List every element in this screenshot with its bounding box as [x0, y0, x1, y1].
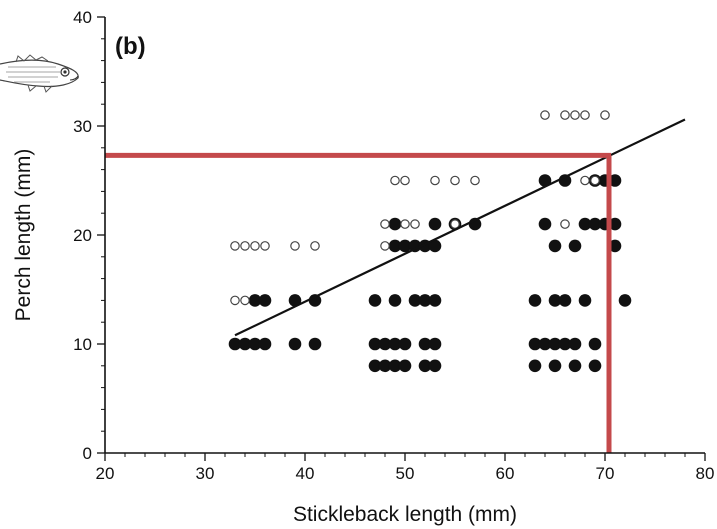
filled-data-point	[378, 337, 392, 351]
open-data-point	[450, 175, 460, 186]
filled-data-point	[288, 337, 302, 351]
x-tick-label: 20	[96, 464, 115, 483]
filled-data-point	[248, 337, 262, 351]
x-tick-label: 70	[596, 464, 615, 483]
filled-data-point	[418, 359, 432, 373]
open-data-point	[390, 175, 400, 186]
x-tick-label: 30	[196, 464, 215, 483]
open-data-point	[470, 175, 480, 186]
filled-data-point	[258, 337, 272, 351]
open-data-point	[310, 241, 320, 251]
filled-data-point	[588, 359, 602, 373]
open-data-point	[240, 241, 250, 251]
open-data-point	[400, 219, 410, 229]
filled-data-point	[378, 359, 392, 373]
filled-data-point	[608, 174, 622, 187]
open-data-point	[400, 175, 410, 186]
filled-data-point	[428, 359, 442, 373]
filled-data-point	[368, 359, 382, 373]
filled-data-point	[568, 337, 582, 351]
filled-data-point	[588, 217, 602, 231]
filled-data-point	[408, 239, 422, 253]
open-data-point	[240, 295, 250, 306]
filled-data-point	[578, 217, 592, 231]
filled-data-point	[388, 239, 402, 253]
filled-data-point	[248, 294, 262, 307]
filled-data-point	[528, 294, 542, 307]
filled-data-point	[398, 337, 412, 351]
filled-data-point	[558, 337, 572, 351]
open-data-point	[590, 175, 600, 186]
filled-data-point	[258, 294, 272, 307]
open-data-point	[580, 175, 590, 186]
filled-data-point	[538, 337, 552, 351]
filled-data-point	[418, 337, 432, 351]
panel-label: (b)	[115, 33, 146, 60]
filled-data-point	[548, 294, 562, 307]
filled-data-point	[538, 217, 552, 231]
y-tick-label: 30	[73, 117, 92, 136]
filled-data-point	[288, 294, 302, 307]
open-data-point	[560, 110, 570, 120]
filled-data-point	[528, 337, 542, 351]
filled-data-point	[528, 359, 542, 373]
filled-data-point	[588, 337, 602, 351]
open-data-point	[230, 295, 240, 306]
open-data-point	[380, 241, 390, 251]
filled-data-point	[388, 359, 402, 373]
open-data-point	[560, 219, 570, 229]
filled-data-point	[368, 337, 382, 351]
open-data-point	[540, 110, 550, 120]
open-data-point	[580, 110, 590, 120]
filled-data-point	[398, 359, 412, 373]
y-tick-label: 40	[73, 8, 92, 27]
filled-data-point	[618, 294, 632, 307]
perch-fish-icon	[0, 54, 79, 93]
filled-data-point	[578, 294, 592, 307]
x-tick-label: 60	[496, 464, 515, 483]
x-tick-label: 50	[396, 464, 415, 483]
y-tick-label: 0	[83, 444, 92, 463]
open-data-point	[230, 241, 240, 251]
filled-data-point	[548, 359, 562, 373]
filled-data-point	[388, 337, 402, 351]
filled-data-point	[428, 239, 442, 253]
x-axis-title: Stickleback length (mm)	[293, 503, 517, 526]
filled-data-point	[368, 294, 382, 307]
filled-data-point	[568, 239, 582, 253]
open-data-point	[290, 241, 300, 251]
filled-data-point	[388, 294, 402, 307]
y-tick-label: 20	[73, 226, 92, 245]
open-data-point	[380, 219, 390, 229]
open-data-point	[260, 241, 270, 251]
filled-data-point	[238, 337, 252, 351]
y-tick-label: 10	[73, 335, 92, 354]
filled-data-point	[608, 239, 622, 253]
filled-data-point	[568, 359, 582, 373]
filled-data-point	[388, 217, 402, 231]
filled-data-point	[428, 294, 442, 307]
filled-data-point	[418, 294, 432, 307]
filled-data-point	[538, 174, 552, 187]
y-axis-title: Perch length (mm)	[12, 149, 35, 322]
filled-data-point	[428, 217, 442, 231]
filled-data-point	[398, 239, 412, 253]
filled-data-point	[308, 337, 322, 351]
filled-data-point	[548, 239, 562, 253]
open-data-point	[600, 110, 610, 120]
x-tick-label: 40	[296, 464, 315, 483]
filled-data-point	[228, 337, 242, 351]
filled-data-point	[548, 337, 562, 351]
open-data-point	[570, 110, 580, 120]
filled-data-point	[408, 294, 422, 307]
open-data-point	[430, 175, 440, 186]
filled-data-point	[428, 337, 442, 351]
x-tick-label: 80	[696, 464, 715, 483]
open-data-point	[250, 241, 260, 251]
open-data-point	[410, 219, 420, 229]
filled-data-point	[558, 294, 572, 307]
filled-data-point	[608, 217, 622, 231]
open-data-point	[450, 219, 460, 229]
